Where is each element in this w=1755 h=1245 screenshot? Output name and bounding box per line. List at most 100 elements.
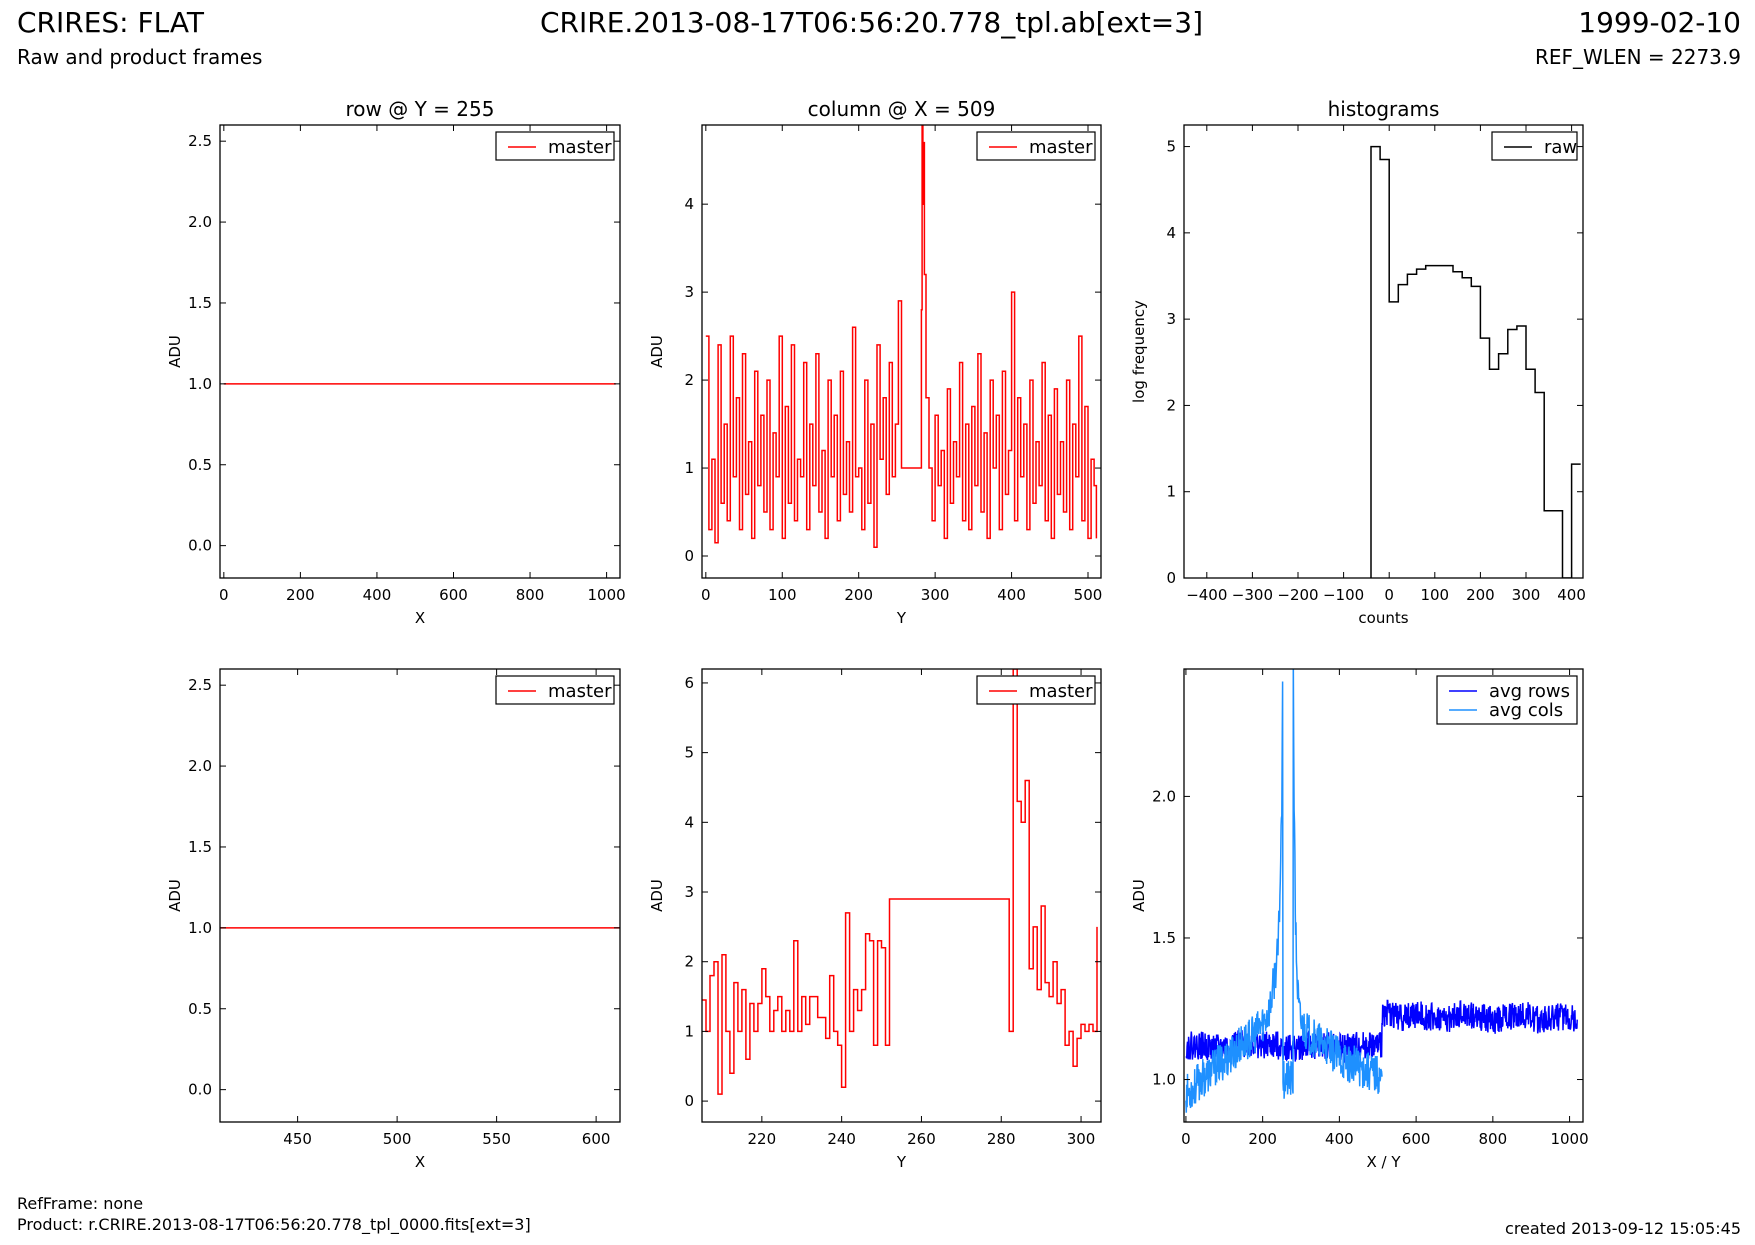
y-tick-label: 2.0	[1152, 787, 1176, 805]
x-tick-label: 100	[1420, 586, 1449, 604]
chart-averages: 0 200 400 600 800 1000 1.0 1.5 2.0 X / Y ADU avg ro…	[1130, 668, 1589, 1171]
x-tick-label: 200	[1466, 586, 1495, 604]
x-tick-label: 1000	[1550, 1130, 1588, 1148]
x-tick-label: 280	[987, 1130, 1016, 1148]
y-tick-label: 0	[684, 1092, 694, 1110]
chart-col_zoom: 220 240 260 280 300 0 1 2 3 4 5 6 Y ADU master	[648, 668, 1102, 1171]
y-tick-label: 2.0	[188, 213, 212, 231]
y-tick-label: 4	[684, 195, 694, 213]
y-axis-label: ADU	[166, 879, 184, 912]
y-tick-label: 5	[1166, 138, 1176, 156]
x-tick-label: 600	[439, 586, 468, 604]
y-tick-label: 2	[684, 953, 694, 971]
y-tick-label: 1.5	[1152, 929, 1176, 947]
legend: master	[976, 675, 1096, 705]
legend-box	[976, 131, 1096, 161]
plot-frame	[1183, 668, 1584, 1123]
x-axis-label: counts	[1358, 609, 1408, 627]
x-tick-label: 400	[997, 586, 1026, 604]
y-tick-label: 1.5	[188, 838, 212, 856]
y-tick-label: 0.5	[188, 456, 212, 474]
x-tick-label: −100	[1323, 586, 1364, 604]
legend: master	[976, 131, 1096, 161]
y-tick-label: 2	[1166, 396, 1176, 414]
plot-frame	[701, 124, 1102, 579]
chart-title: row @ Y = 255	[346, 97, 495, 121]
series-line-master	[705, 125, 1098, 548]
y-tick-label: 1	[684, 1022, 694, 1040]
x-tick-label: 0	[1181, 1130, 1191, 1148]
y-axis-label: ADU	[648, 879, 666, 912]
x-tick-label: 240	[827, 1130, 856, 1148]
x-tick-label: 300	[1067, 1130, 1096, 1148]
y-axis-label: ADU	[1130, 879, 1148, 912]
x-tick-label: 600	[1402, 1130, 1431, 1148]
x-tick-label: 100	[768, 586, 797, 604]
series-line-master	[702, 669, 1098, 1095]
x-axis-label: Y	[896, 1153, 907, 1171]
x-tick-label: 800	[516, 586, 545, 604]
chart-row_zoom: 450 500 550 600 0.0 0.5 1.0 1.5 2.0 2.5 X ADU master	[166, 668, 621, 1171]
legend-box	[495, 131, 615, 161]
report-subtitle: Raw and product frames	[17, 45, 263, 69]
x-tick-label: 260	[907, 1130, 936, 1148]
x-axis-label: X / Y	[1366, 1153, 1401, 1171]
y-tick-label: 2	[684, 371, 694, 389]
y-tick-label: 1.0	[188, 919, 212, 937]
legend: raw	[1491, 131, 1578, 161]
date-title: 1999-02-10	[1578, 6, 1741, 39]
y-axis-label: ADU	[648, 335, 666, 368]
x-tick-label: 0	[701, 586, 711, 604]
y-tick-label: 0	[1166, 569, 1176, 587]
legend-box	[1491, 131, 1578, 161]
legend-box	[495, 675, 615, 705]
chart-title: column @ X = 509	[808, 97, 996, 121]
x-tick-label: 500	[1074, 586, 1103, 604]
x-tick-label: 1000	[588, 586, 626, 604]
product-note: Product: r.CRIRE.2013-08-17T06:56:20.778…	[17, 1215, 531, 1234]
legend-label: raw	[1544, 137, 1577, 158]
y-tick-label: 2.0	[188, 757, 212, 775]
x-tick-label: 0	[1384, 586, 1394, 604]
x-axis-label: X	[415, 1153, 425, 1171]
x-tick-label: 300	[921, 586, 950, 604]
x-tick-label: 200	[1248, 1130, 1277, 1148]
y-tick-label: 1	[684, 459, 694, 477]
chart-title: histograms	[1328, 97, 1440, 121]
chart-row_full: 0 200 400 600 800 1000 0.0 0.5 1.0 1.5 2.0 2.5 X ADU r…	[166, 97, 626, 627]
y-tick-label: 1.0	[188, 375, 212, 393]
y-tick-label: 2.5	[188, 132, 212, 150]
y-tick-label: 4	[684, 813, 694, 831]
x-tick-label: −300	[1232, 586, 1273, 604]
y-tick-label: 0.0	[188, 1081, 212, 1099]
x-tick-label: 300	[1512, 586, 1541, 604]
y-axis-label: log frequency	[1130, 300, 1148, 403]
plot-frame	[219, 668, 621, 1123]
y-tick-label: 6	[684, 674, 694, 692]
x-tick-label: −200	[1277, 586, 1318, 604]
legend-box	[976, 675, 1096, 705]
y-tick-label: 5	[684, 744, 694, 762]
x-tick-label: 0	[219, 586, 229, 604]
created-timestamp: created 2013-09-12 15:05:45	[1505, 1219, 1741, 1238]
y-tick-label: 0.5	[188, 1000, 212, 1018]
x-tick-label: 200	[286, 586, 315, 604]
y-tick-label: 1.5	[188, 294, 212, 312]
x-tick-label: 550	[482, 1130, 511, 1148]
x-tick-label: 220	[748, 1130, 777, 1148]
legend-label: master	[1029, 681, 1093, 702]
x-axis-label: X	[415, 609, 425, 627]
legend: master	[495, 131, 615, 161]
series-line-avg-rows	[1185, 999, 1578, 1064]
y-tick-label: 0	[684, 547, 694, 565]
x-tick-label: 600	[582, 1130, 611, 1148]
x-tick-label: 200	[844, 586, 873, 604]
plot-frame	[219, 124, 621, 579]
report-title: CRIRES: FLAT	[17, 6, 204, 39]
y-tick-label: 3	[1166, 310, 1176, 328]
file-title: CRIRE.2013-08-17T06:56:20.778_tpl.ab[ext…	[540, 6, 1204, 39]
plot-frame	[1183, 124, 1584, 579]
y-tick-label: 1	[1166, 483, 1176, 501]
